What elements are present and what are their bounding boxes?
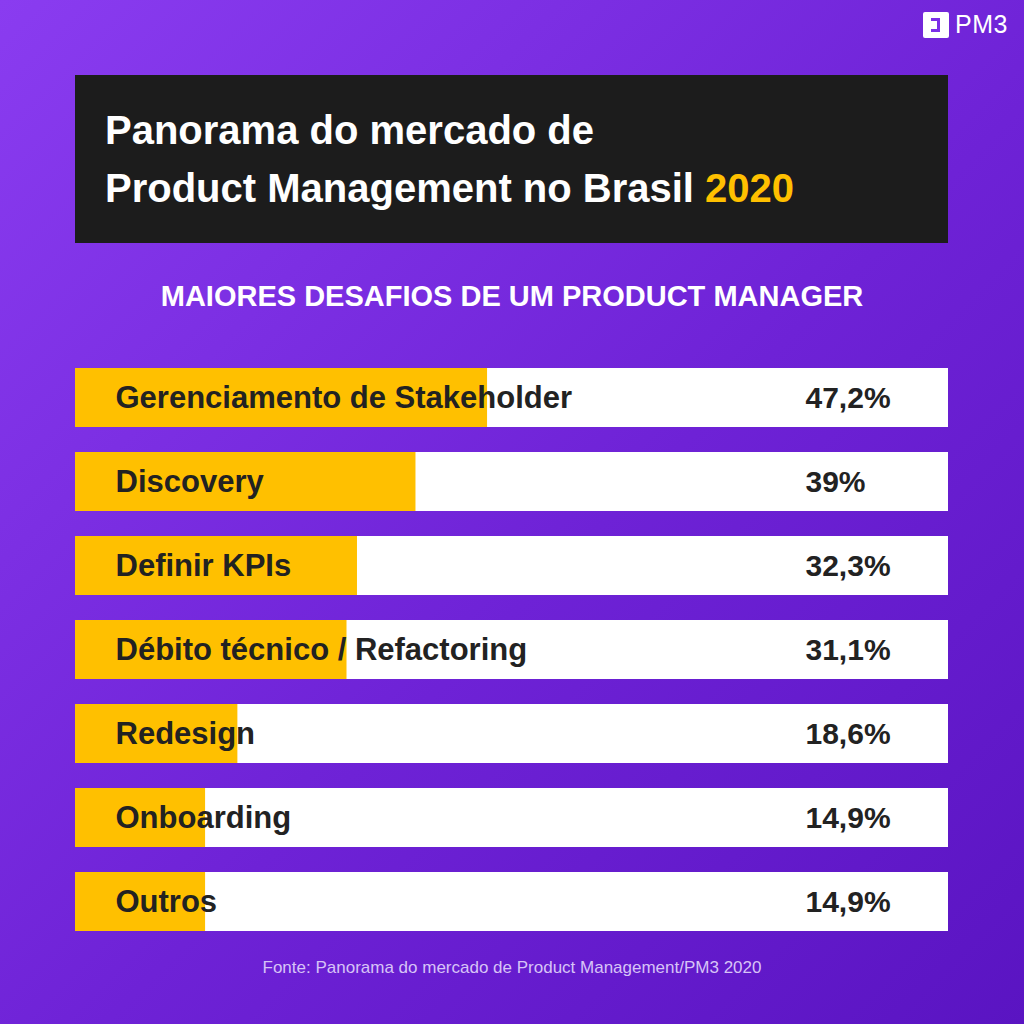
svg-text:Discovery: Discovery [116, 464, 265, 499]
svg-text:47,2%: 47,2% [806, 381, 891, 414]
svg-text:Definir KPIs: Definir KPIs [116, 548, 292, 583]
svg-text:Redesign: Redesign [116, 716, 256, 751]
svg-text:Onboarding: Onboarding [116, 800, 292, 835]
svg-text:Débito técnico / Refactoring: Débito técnico / Refactoring [116, 632, 528, 667]
html-text:Panorama do mercado de: Panorama do mercado de [105, 108, 594, 152]
html-text:PM3: PM3 [955, 10, 1008, 38]
html-text:Fonte: Panorama do mercado de: Fonte: Panorama do mercado de Product Ma… [262, 958, 762, 977]
svg-text:14,9%: 14,9% [806, 885, 891, 918]
svg-text:Gerenciamento de Stakeholder: Gerenciamento de Stakeholder [116, 380, 573, 415]
svg-text:Outros: Outros [116, 884, 218, 919]
svg-text:14,9%: 14,9% [806, 801, 891, 834]
svg-text:32,3%: 32,3% [806, 549, 891, 582]
svg-text:18,6%: 18,6% [806, 717, 891, 750]
svg-text:39%: 39% [806, 465, 866, 498]
html-text:MAIORES DESAFIOS DE UM PRODUCT: MAIORES DESAFIOS DE UM PRODUCT MANAGER [160, 280, 864, 312]
svg-text:31,1%: 31,1% [806, 633, 891, 666]
html-text:Product Management no Brasil 2: Product Management no Brasil 2020 [105, 166, 795, 210]
